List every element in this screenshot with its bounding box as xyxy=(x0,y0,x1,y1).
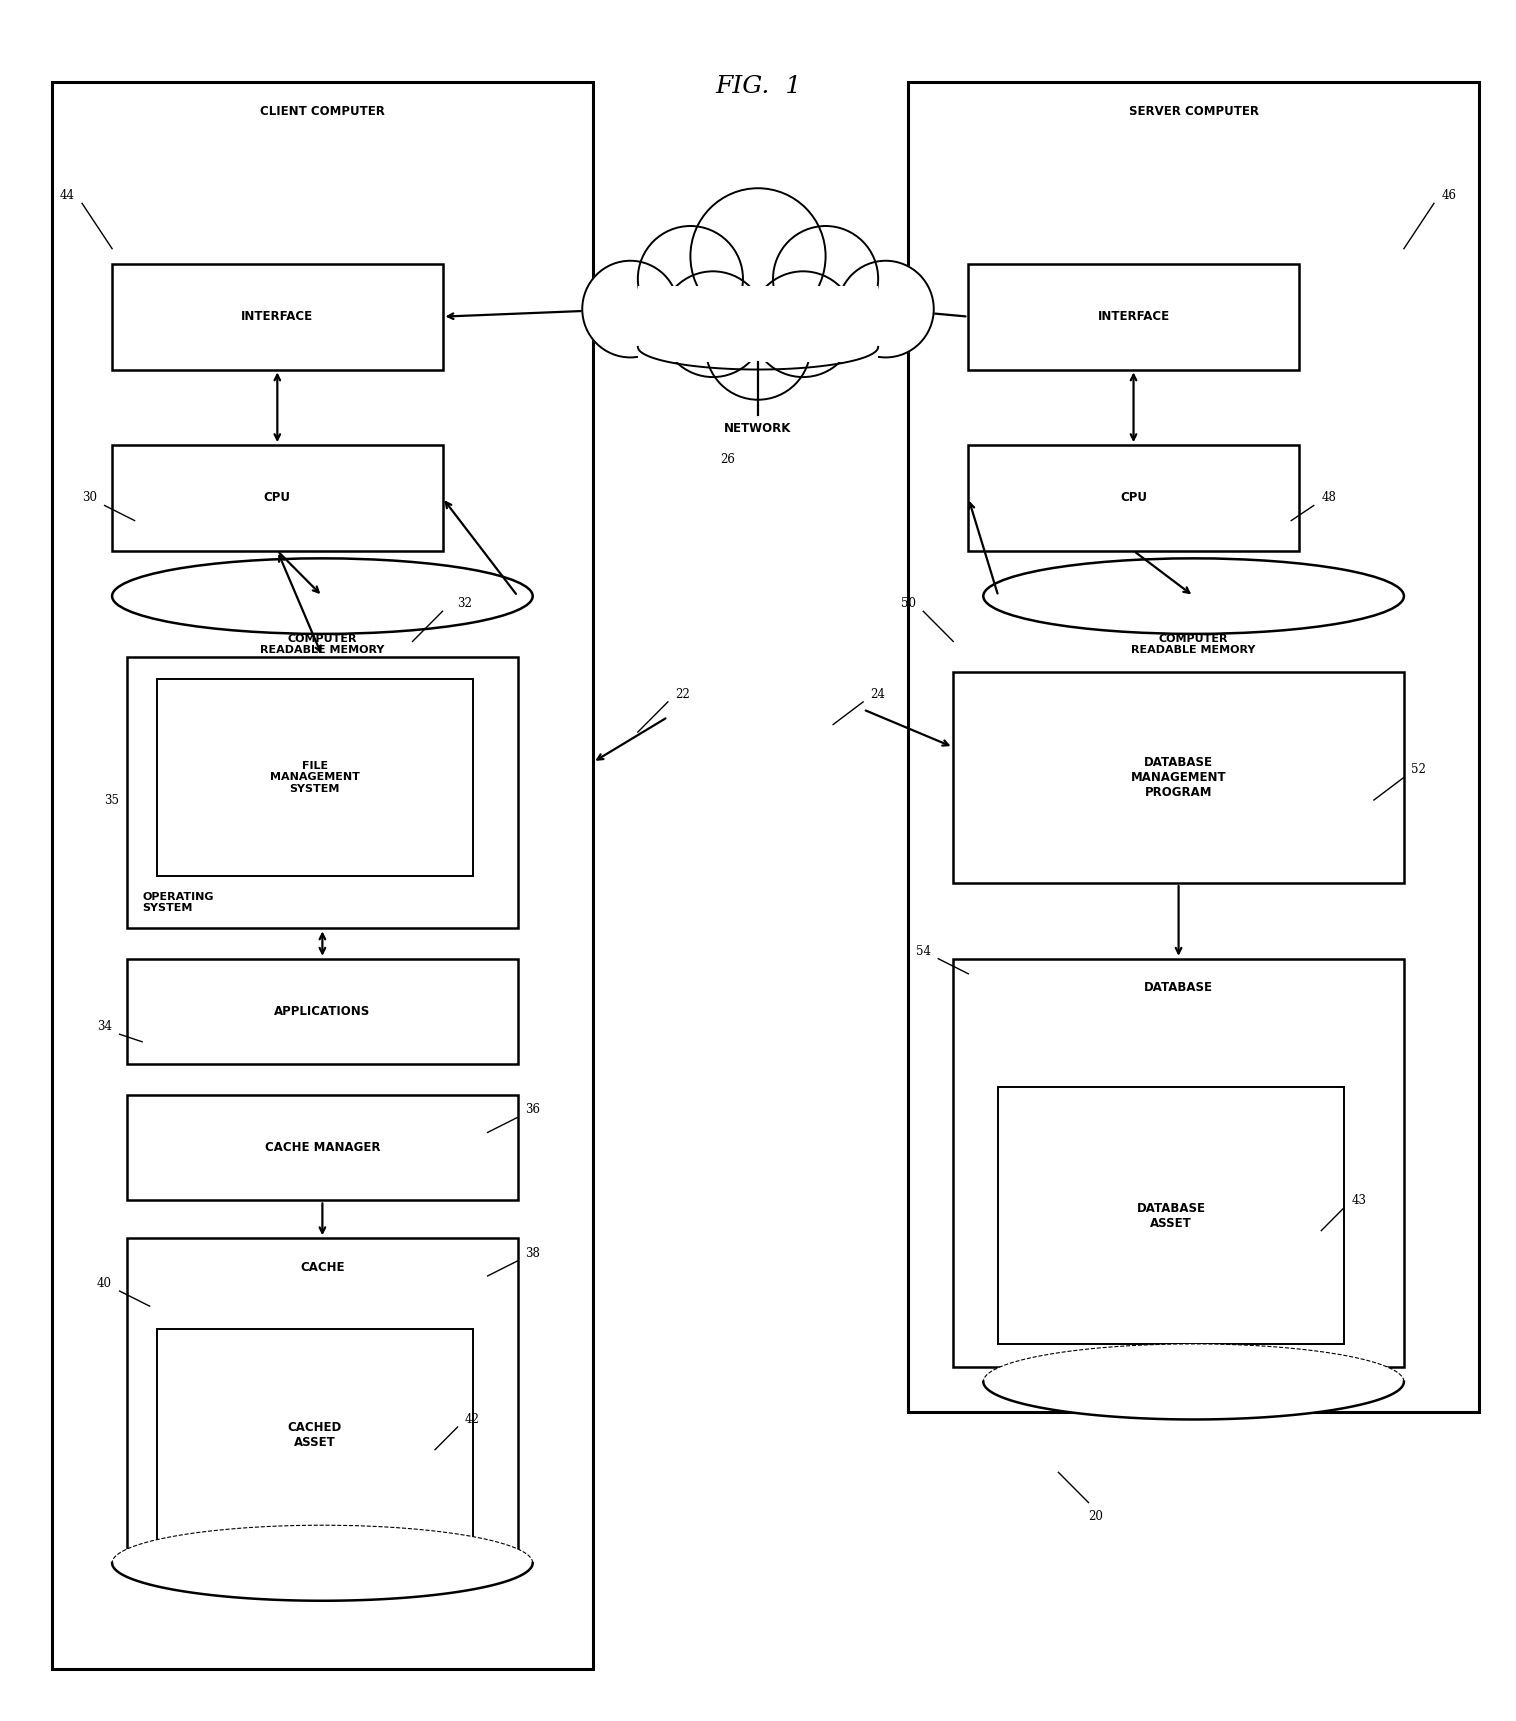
Text: 52: 52 xyxy=(1411,764,1427,776)
Bar xyxy=(127,959,517,1065)
Text: 20: 20 xyxy=(1088,1509,1104,1523)
Bar xyxy=(638,286,878,361)
Text: DATABASE
MANAGEMENT
PROGRAM: DATABASE MANAGEMENT PROGRAM xyxy=(1131,756,1226,799)
Text: SERVER COMPUTER: SERVER COMPUTER xyxy=(1128,105,1258,119)
Text: 35: 35 xyxy=(105,793,120,807)
Circle shape xyxy=(582,262,678,358)
Circle shape xyxy=(661,272,766,377)
Bar xyxy=(112,595,532,1563)
Bar xyxy=(984,595,1404,1382)
Ellipse shape xyxy=(112,558,532,633)
Text: FILE
MANAGEMENT
SYSTEM: FILE MANAGEMENT SYSTEM xyxy=(270,761,359,793)
Text: 36: 36 xyxy=(525,1103,540,1117)
Text: 34: 34 xyxy=(97,1021,112,1033)
Text: 30: 30 xyxy=(82,492,97,504)
Text: CACHE: CACHE xyxy=(300,1261,344,1274)
Text: 48: 48 xyxy=(1322,492,1336,504)
Text: 54: 54 xyxy=(916,945,931,957)
Text: 26: 26 xyxy=(720,453,735,466)
Text: APPLICATIONS: APPLICATIONS xyxy=(274,1005,370,1019)
Text: 32: 32 xyxy=(458,597,473,611)
Circle shape xyxy=(638,225,743,332)
Text: DATABASE
ASSET: DATABASE ASSET xyxy=(1137,1201,1205,1229)
Bar xyxy=(127,1095,517,1201)
Ellipse shape xyxy=(984,558,1404,633)
Text: DATABASE: DATABASE xyxy=(1145,981,1213,995)
Text: 50: 50 xyxy=(901,597,916,611)
Ellipse shape xyxy=(112,1525,532,1601)
Text: FIG.  1: FIG. 1 xyxy=(716,74,800,98)
Bar xyxy=(969,446,1299,551)
Text: CPU: CPU xyxy=(1120,492,1148,504)
Bar xyxy=(954,671,1404,883)
Bar xyxy=(969,263,1299,370)
Circle shape xyxy=(838,262,934,358)
Bar xyxy=(112,446,443,551)
Ellipse shape xyxy=(984,1344,1404,1420)
Circle shape xyxy=(690,188,826,324)
Text: COMPUTER
READABLE MEMORY: COMPUTER READABLE MEMORY xyxy=(1131,633,1255,656)
Text: CACHED
ASSET: CACHED ASSET xyxy=(288,1420,343,1449)
Text: 44: 44 xyxy=(59,189,74,203)
Text: CLIENT COMPUTER: CLIENT COMPUTER xyxy=(259,105,385,119)
Bar xyxy=(158,680,473,876)
Text: INTERFACE: INTERFACE xyxy=(1098,310,1169,324)
Bar xyxy=(908,83,1480,1411)
Text: 40: 40 xyxy=(97,1277,112,1291)
Text: COMPUTER
READABLE MEMORY: COMPUTER READABLE MEMORY xyxy=(261,633,385,656)
Circle shape xyxy=(705,294,811,399)
Text: 22: 22 xyxy=(676,688,690,700)
Text: 43: 43 xyxy=(1351,1194,1366,1206)
Bar xyxy=(52,83,593,1669)
Bar xyxy=(158,1329,473,1540)
Bar xyxy=(127,1237,517,1556)
Text: CACHE MANAGER: CACHE MANAGER xyxy=(265,1141,381,1155)
Bar xyxy=(127,656,517,929)
Bar xyxy=(999,1088,1343,1344)
Text: INTERFACE: INTERFACE xyxy=(241,310,314,324)
Text: CPU: CPU xyxy=(264,492,291,504)
Text: NETWORK: NETWORK xyxy=(725,422,791,435)
Text: 24: 24 xyxy=(870,688,885,700)
Text: 42: 42 xyxy=(465,1413,481,1427)
Circle shape xyxy=(773,225,878,332)
Bar xyxy=(112,263,443,370)
Text: OPERATING
SYSTEM: OPERATING SYSTEM xyxy=(143,891,214,914)
Text: 46: 46 xyxy=(1442,189,1457,203)
Text: 38: 38 xyxy=(525,1246,540,1260)
Circle shape xyxy=(750,272,855,377)
Bar xyxy=(954,959,1404,1366)
